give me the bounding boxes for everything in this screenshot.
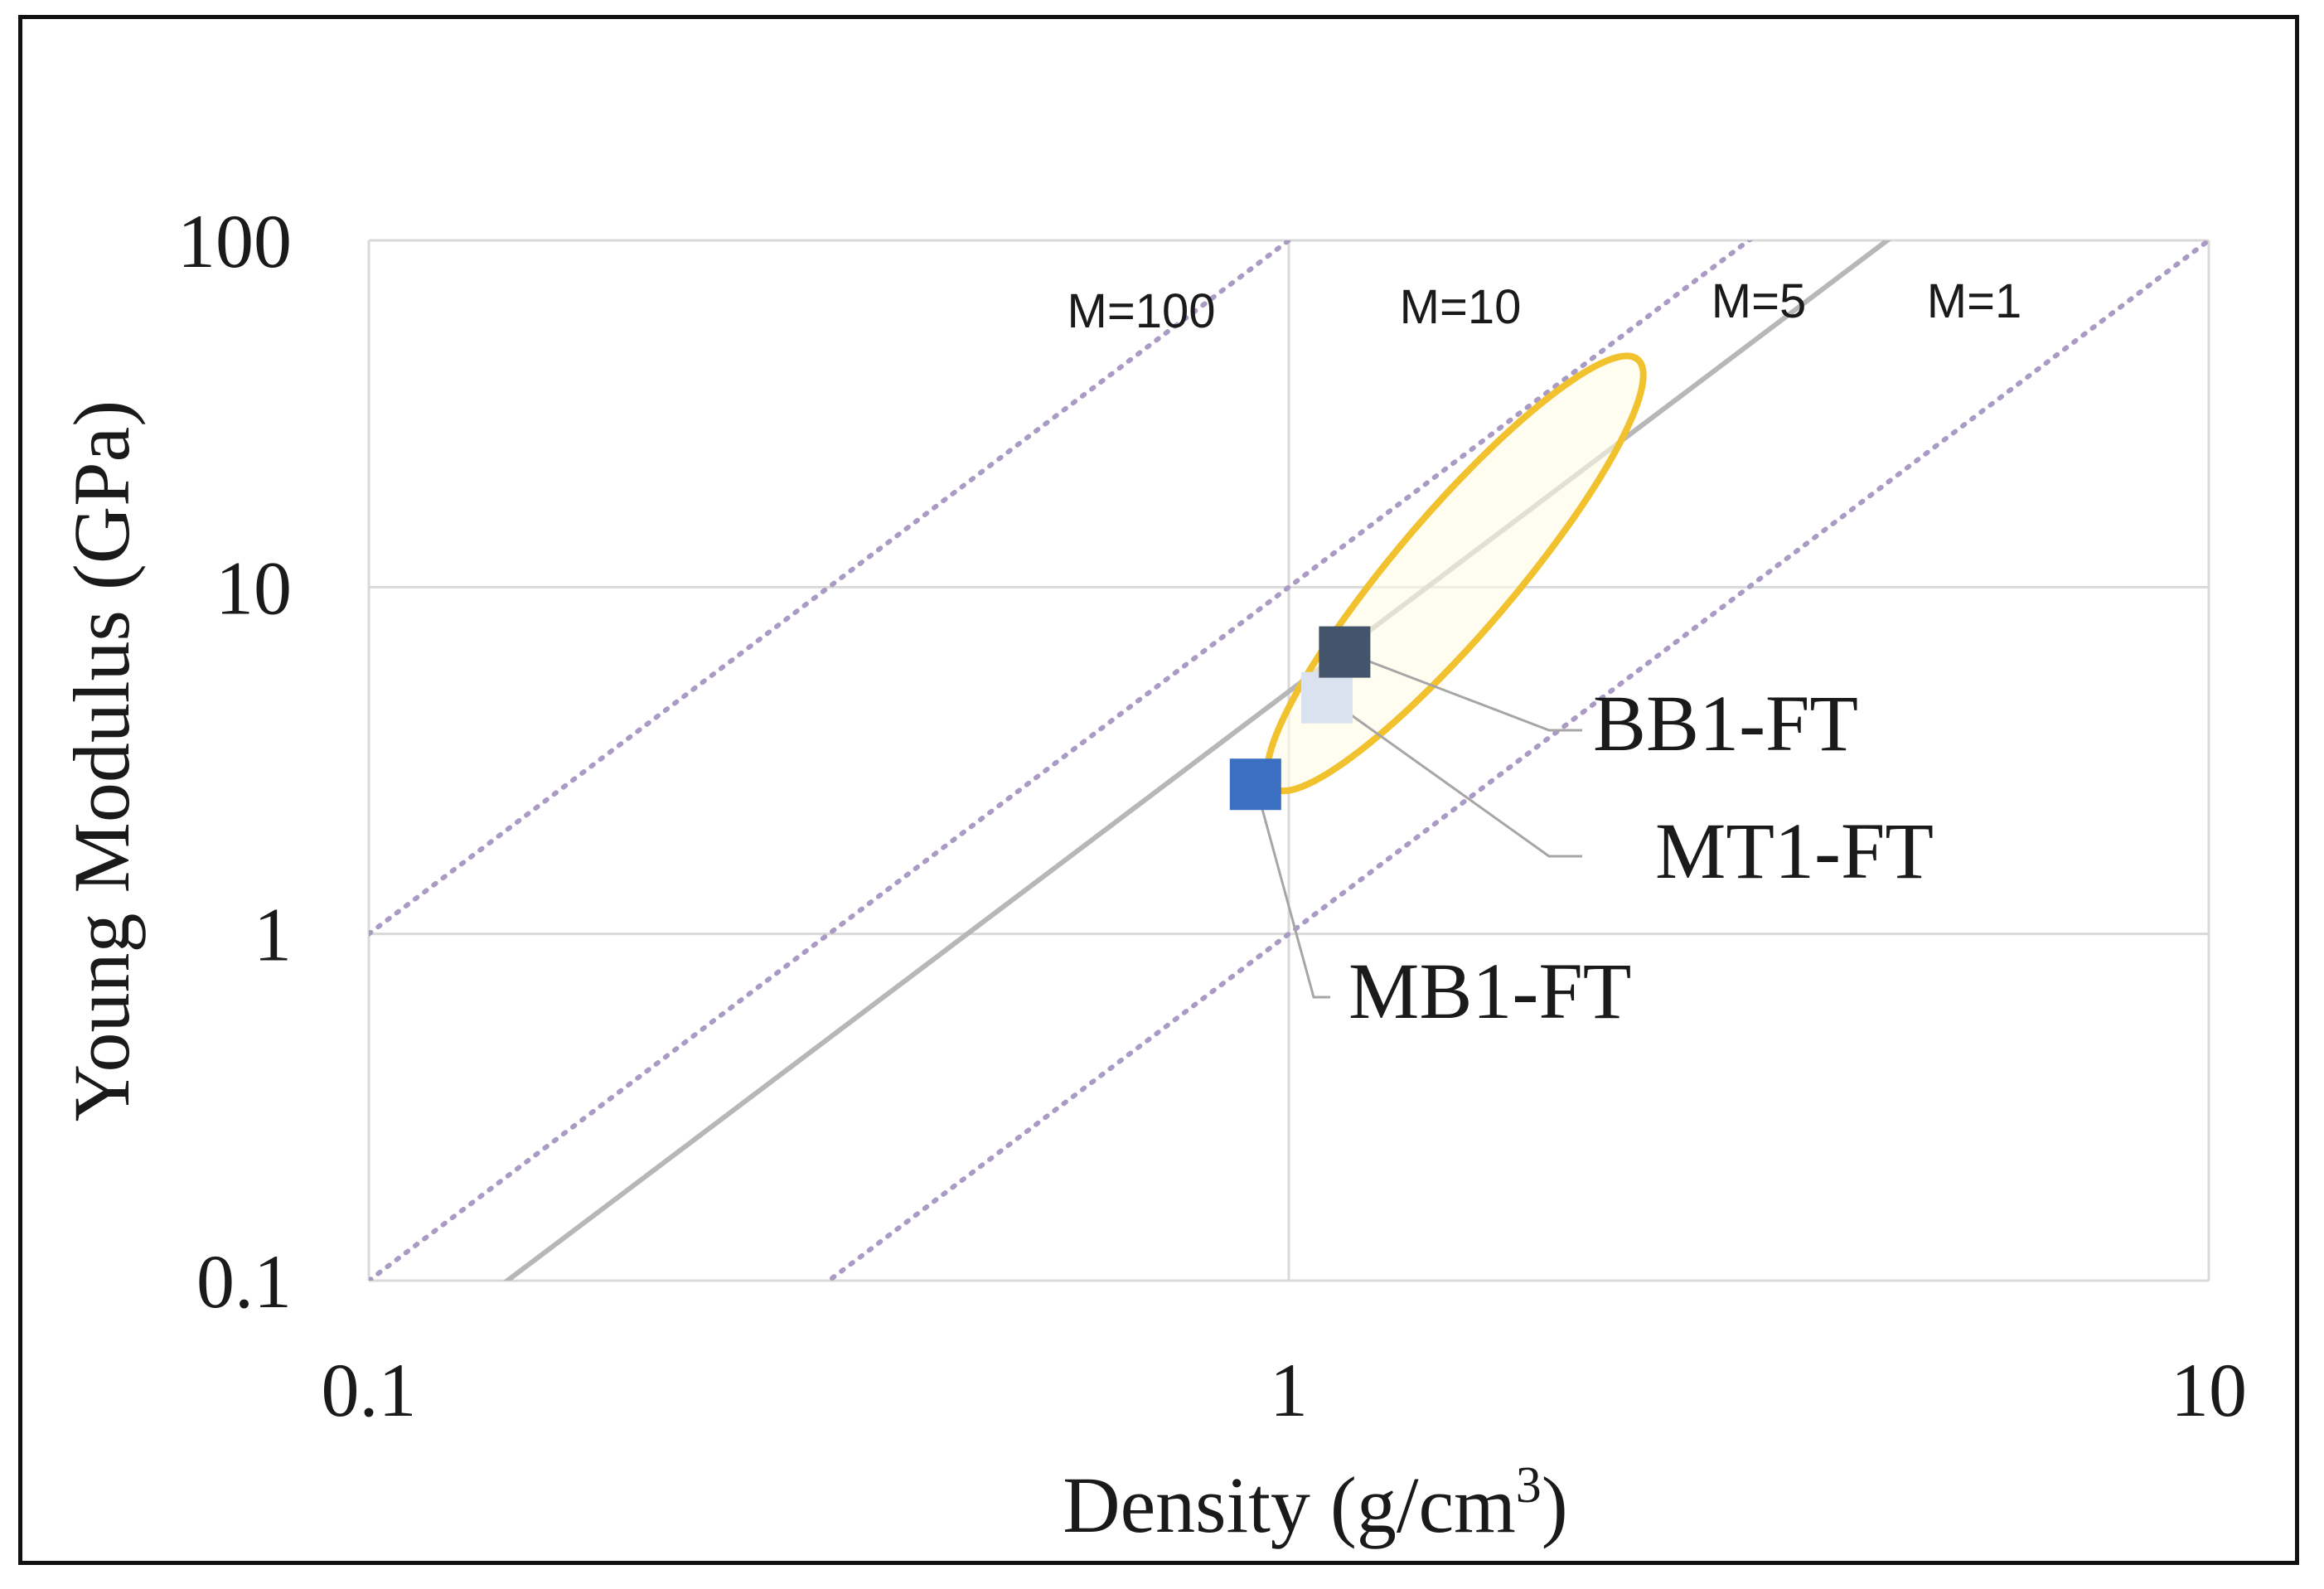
label-m-10: M=10 <box>1400 280 1522 334</box>
label-m-1: M=1 <box>1927 274 2021 328</box>
reference-line-m-100 <box>369 240 1293 937</box>
x-tick-1: 1 <box>1270 1348 1308 1432</box>
x-tick-0.1: 0.1 <box>322 1348 417 1432</box>
y-tick-10: 10 <box>215 545 292 630</box>
label-mt1-ft: MT1-FT <box>1655 807 1934 895</box>
label-m-5: M=5 <box>1712 274 1806 328</box>
reference-line-labels: M=100 M=10 M=5 M=1 <box>1068 274 2022 338</box>
leader-mt1-ft <box>1326 696 1582 858</box>
point-labels: BB1-FT MT1-FT MB1-FT <box>1348 679 1934 1035</box>
x-axis-title: Density (g/cm3) <box>1063 1457 1568 1549</box>
label-bb1-ft: BB1-FT <box>1593 679 1858 768</box>
leader-mb1-ft <box>1254 783 1330 999</box>
reference-line-m-1 <box>825 240 2209 1281</box>
x-tick-10: 10 <box>2171 1348 2247 1432</box>
leader-lines <box>1254 651 1582 999</box>
y-tick-1: 1 <box>254 893 292 977</box>
x-tick-labels: 0.1 1 10 <box>322 1348 2248 1432</box>
reference-line-m-5 <box>503 240 1892 1281</box>
data-points <box>1229 626 1371 811</box>
y-axis-title: Young Modulus (GPa) <box>57 400 146 1122</box>
figure-frame: M=100 M=10 M=5 M=1 BB1-FT MT1-FT MB1-FT 0.1 1 1… <box>18 15 2299 1565</box>
chart: M=100 M=10 M=5 M=1 BB1-FT MT1-FT MB1-FT 0.1 1 1… <box>57 199 2248 1549</box>
label-mb1-ft: MB1-FT <box>1348 947 1631 1035</box>
y-tick-0.1: 0.1 <box>196 1239 292 1324</box>
reference-line-m-10 <box>369 240 1753 1281</box>
point-mt1-ft <box>1300 671 1353 724</box>
label-m-100: M=100 <box>1068 284 1216 338</box>
plot-area <box>367 240 2209 1282</box>
point-bb1-ft <box>1319 626 1371 678</box>
reference-lines <box>369 240 2209 1281</box>
leader-bb1-ft <box>1344 651 1582 732</box>
y-tick-labels: 0.1 1 10 100 <box>177 199 292 1324</box>
point-mb1-ft <box>1229 758 1281 811</box>
y-tick-100: 100 <box>177 199 292 283</box>
